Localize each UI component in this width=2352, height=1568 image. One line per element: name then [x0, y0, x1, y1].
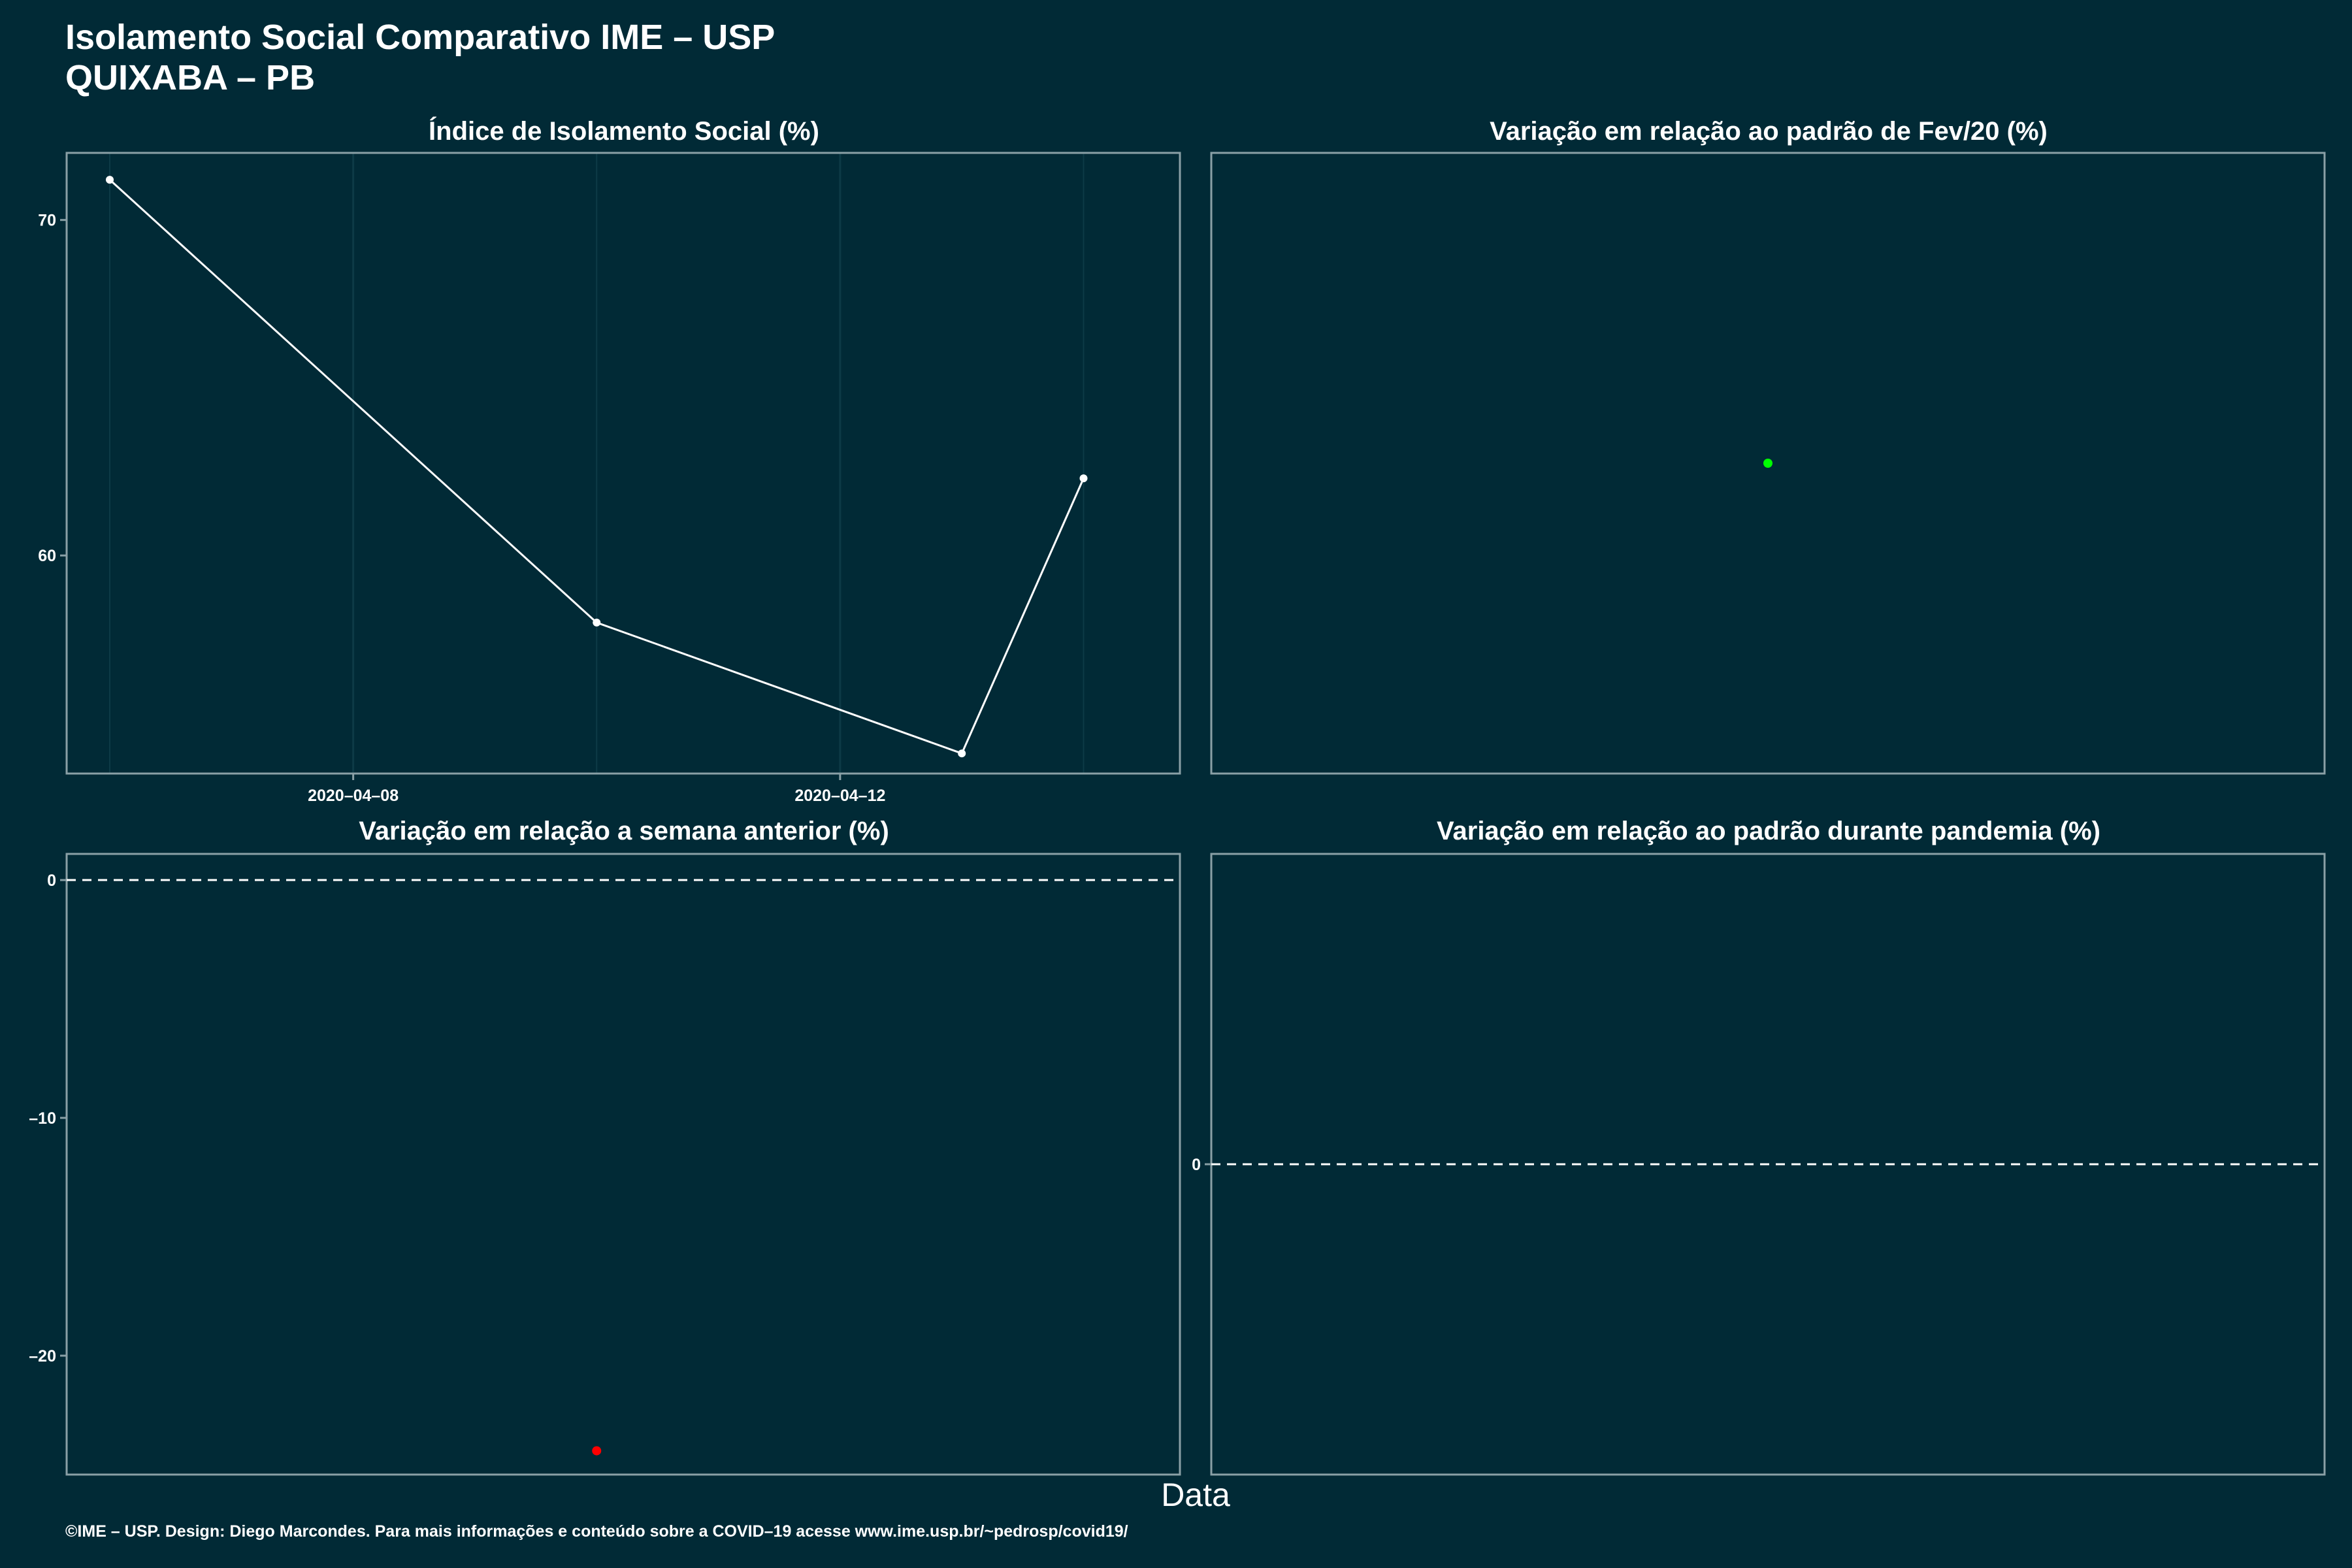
marks-variation-week: 0 –10 –20 [29, 872, 1180, 1456]
footer-caption: ©IME – USP. Design: Diego Marcondes. Par… [65, 1522, 1128, 1541]
x-tick-label: 2020–04–08 [308, 787, 399, 805]
y-tick-label: 0 [1192, 1156, 1201, 1174]
y-tick-label: –20 [29, 1347, 56, 1365]
data-point [1079, 474, 1088, 483]
y-tick-label: 60 [38, 547, 56, 565]
title-block: Isolamento Social Comparativo IME – USP … [65, 17, 775, 98]
grid-isolation-index [108, 153, 1085, 774]
panel-frame-isolation-index [65, 152, 1181, 775]
y-tick-label: 0 [47, 872, 56, 890]
marks-isolation-index: 2020–04–08 2020–04–12 60 70 [38, 176, 1088, 805]
marks-variation-feb [1763, 459, 1772, 468]
marks-variation-pandemic: 0 [1192, 1156, 2325, 1174]
x-axis-title: Data [1161, 1477, 1230, 1513]
panel-title-isolation-index: Índice de Isolamento Social (%) [429, 116, 819, 146]
panel-frame-variation-feb [1210, 152, 2326, 775]
data-point [592, 1446, 602, 1456]
panel-frame-variation-week [65, 853, 1181, 1476]
data-point [105, 176, 114, 184]
y-tick-label: –10 [29, 1109, 56, 1128]
data-point [1763, 459, 1772, 468]
y-tick-label: 70 [38, 212, 56, 230]
data-point [958, 749, 966, 758]
panel-title-variation-feb: Variação em relação ao padrão de Fev/20 … [1490, 117, 2048, 146]
panel-title-variation-pandemic: Variação em relação ao padrão durante pa… [1437, 817, 2100, 845]
x-tick-label: 2020–04–12 [794, 787, 885, 805]
data-point [593, 618, 601, 627]
page-subtitle: QUIXABA – PB [65, 58, 316, 97]
page-title: Isolamento Social Comparativo IME – USP [65, 18, 776, 57]
series-line [108, 178, 1085, 755]
panel-title-variation-week: Variação em relação a semana anterior (%… [359, 817, 889, 845]
